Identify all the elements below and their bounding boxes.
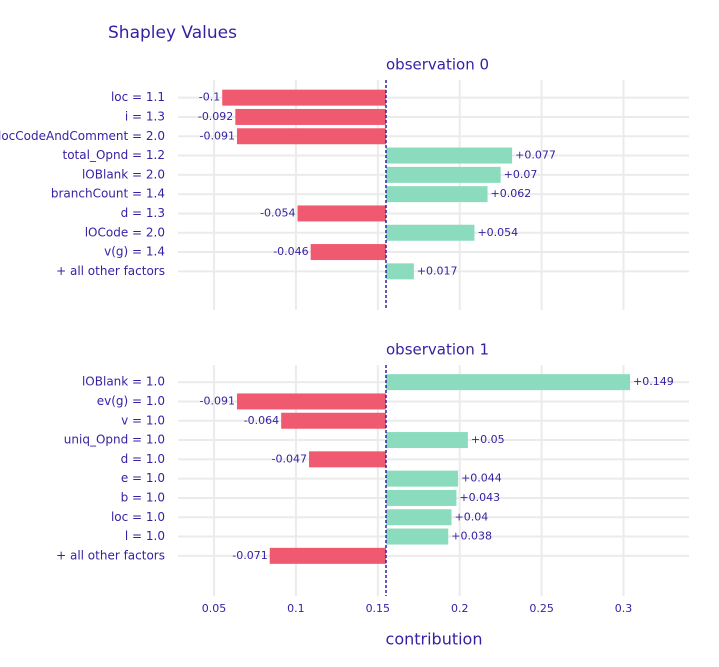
y-tick-label: branchCount = 1.4 — [51, 187, 165, 201]
y-tick-label: i = 1.3 — [125, 109, 165, 123]
y-tick-label: + all other factors — [56, 264, 165, 278]
bar — [386, 509, 452, 526]
y-tick-label: uniq_Opnd = 1.0 — [64, 433, 165, 447]
bar — [386, 166, 501, 183]
bar — [386, 489, 457, 506]
value-label: -0.1 — [199, 91, 220, 104]
bar — [386, 263, 414, 280]
y-tick-label: l = 1.0 — [125, 529, 165, 543]
x-tick-label: 0.2 — [451, 602, 469, 615]
value-label: -0.071 — [232, 549, 267, 562]
y-tick-label: d = 1.0 — [121, 452, 165, 466]
value-label: +0.044 — [461, 472, 502, 485]
value-label: -0.046 — [273, 245, 308, 258]
value-label: +0.054 — [477, 226, 518, 239]
bar — [269, 547, 387, 564]
bar — [386, 432, 468, 449]
bar — [386, 147, 513, 164]
value-label: -0.054 — [260, 206, 295, 219]
x-tick-label: 0.05 — [202, 602, 227, 615]
value-label: +0.07 — [504, 168, 538, 181]
bar — [309, 451, 387, 468]
value-label: +0.062 — [491, 187, 532, 200]
bar — [297, 205, 387, 222]
bar — [236, 128, 387, 145]
value-label: -0.091 — [199, 394, 234, 407]
value-label: -0.091 — [199, 129, 234, 142]
value-label: +0.05 — [471, 433, 505, 446]
chart-title: Shapley Values — [108, 23, 237, 43]
value-label: +0.149 — [633, 375, 674, 388]
panel-title: observation 0 — [386, 56, 489, 74]
bar — [386, 186, 488, 203]
bar — [386, 224, 475, 241]
value-label: +0.043 — [459, 491, 500, 504]
y-tick-label: v(g) = 1.4 — [104, 245, 165, 259]
value-label: -0.092 — [198, 110, 233, 123]
x-tick-label: 0.3 — [615, 602, 633, 615]
bar — [235, 108, 387, 125]
y-tick-label: v = 1.0 — [121, 413, 165, 427]
y-tick-label: loc = 1.0 — [111, 510, 165, 524]
bar — [236, 393, 387, 410]
bar — [310, 244, 387, 261]
x-tick-label: 0.15 — [366, 602, 391, 615]
y-tick-label: lOBlank = 1.0 — [82, 375, 165, 389]
bar — [281, 412, 387, 429]
bar — [386, 528, 449, 545]
value-label: -0.047 — [272, 452, 307, 465]
y-tick-label: ev(g) = 1.0 — [97, 394, 165, 408]
y-tick-label: d = 1.3 — [121, 206, 165, 220]
bar — [222, 89, 387, 106]
y-tick-label: loc = 1.1 — [111, 90, 165, 104]
y-tick-label: lOBlank = 2.0 — [82, 167, 165, 181]
value-label: -0.064 — [244, 414, 279, 427]
y-tick-label: e = 1.0 — [121, 471, 165, 485]
bar — [386, 374, 631, 391]
value-label: +0.017 — [417, 264, 458, 277]
y-tick-label: lOCode = 2.0 — [85, 225, 165, 239]
y-tick-label: total_Opnd = 1.2 — [63, 148, 166, 162]
value-label: +0.038 — [451, 530, 492, 543]
x-axis-title: contribution — [386, 630, 483, 649]
y-tick-label: + all other factors — [56, 548, 165, 562]
y-tick-label: b = 1.0 — [121, 490, 165, 504]
panel-title: observation 1 — [386, 341, 489, 359]
value-label: +0.077 — [515, 149, 556, 162]
y-tick-label: locCodeAndComment = 2.0 — [0, 129, 165, 143]
x-tick-label: 0.25 — [529, 602, 554, 615]
value-label: +0.04 — [455, 510, 489, 523]
x-tick-label: 0.1 — [287, 602, 305, 615]
bar — [386, 470, 459, 487]
